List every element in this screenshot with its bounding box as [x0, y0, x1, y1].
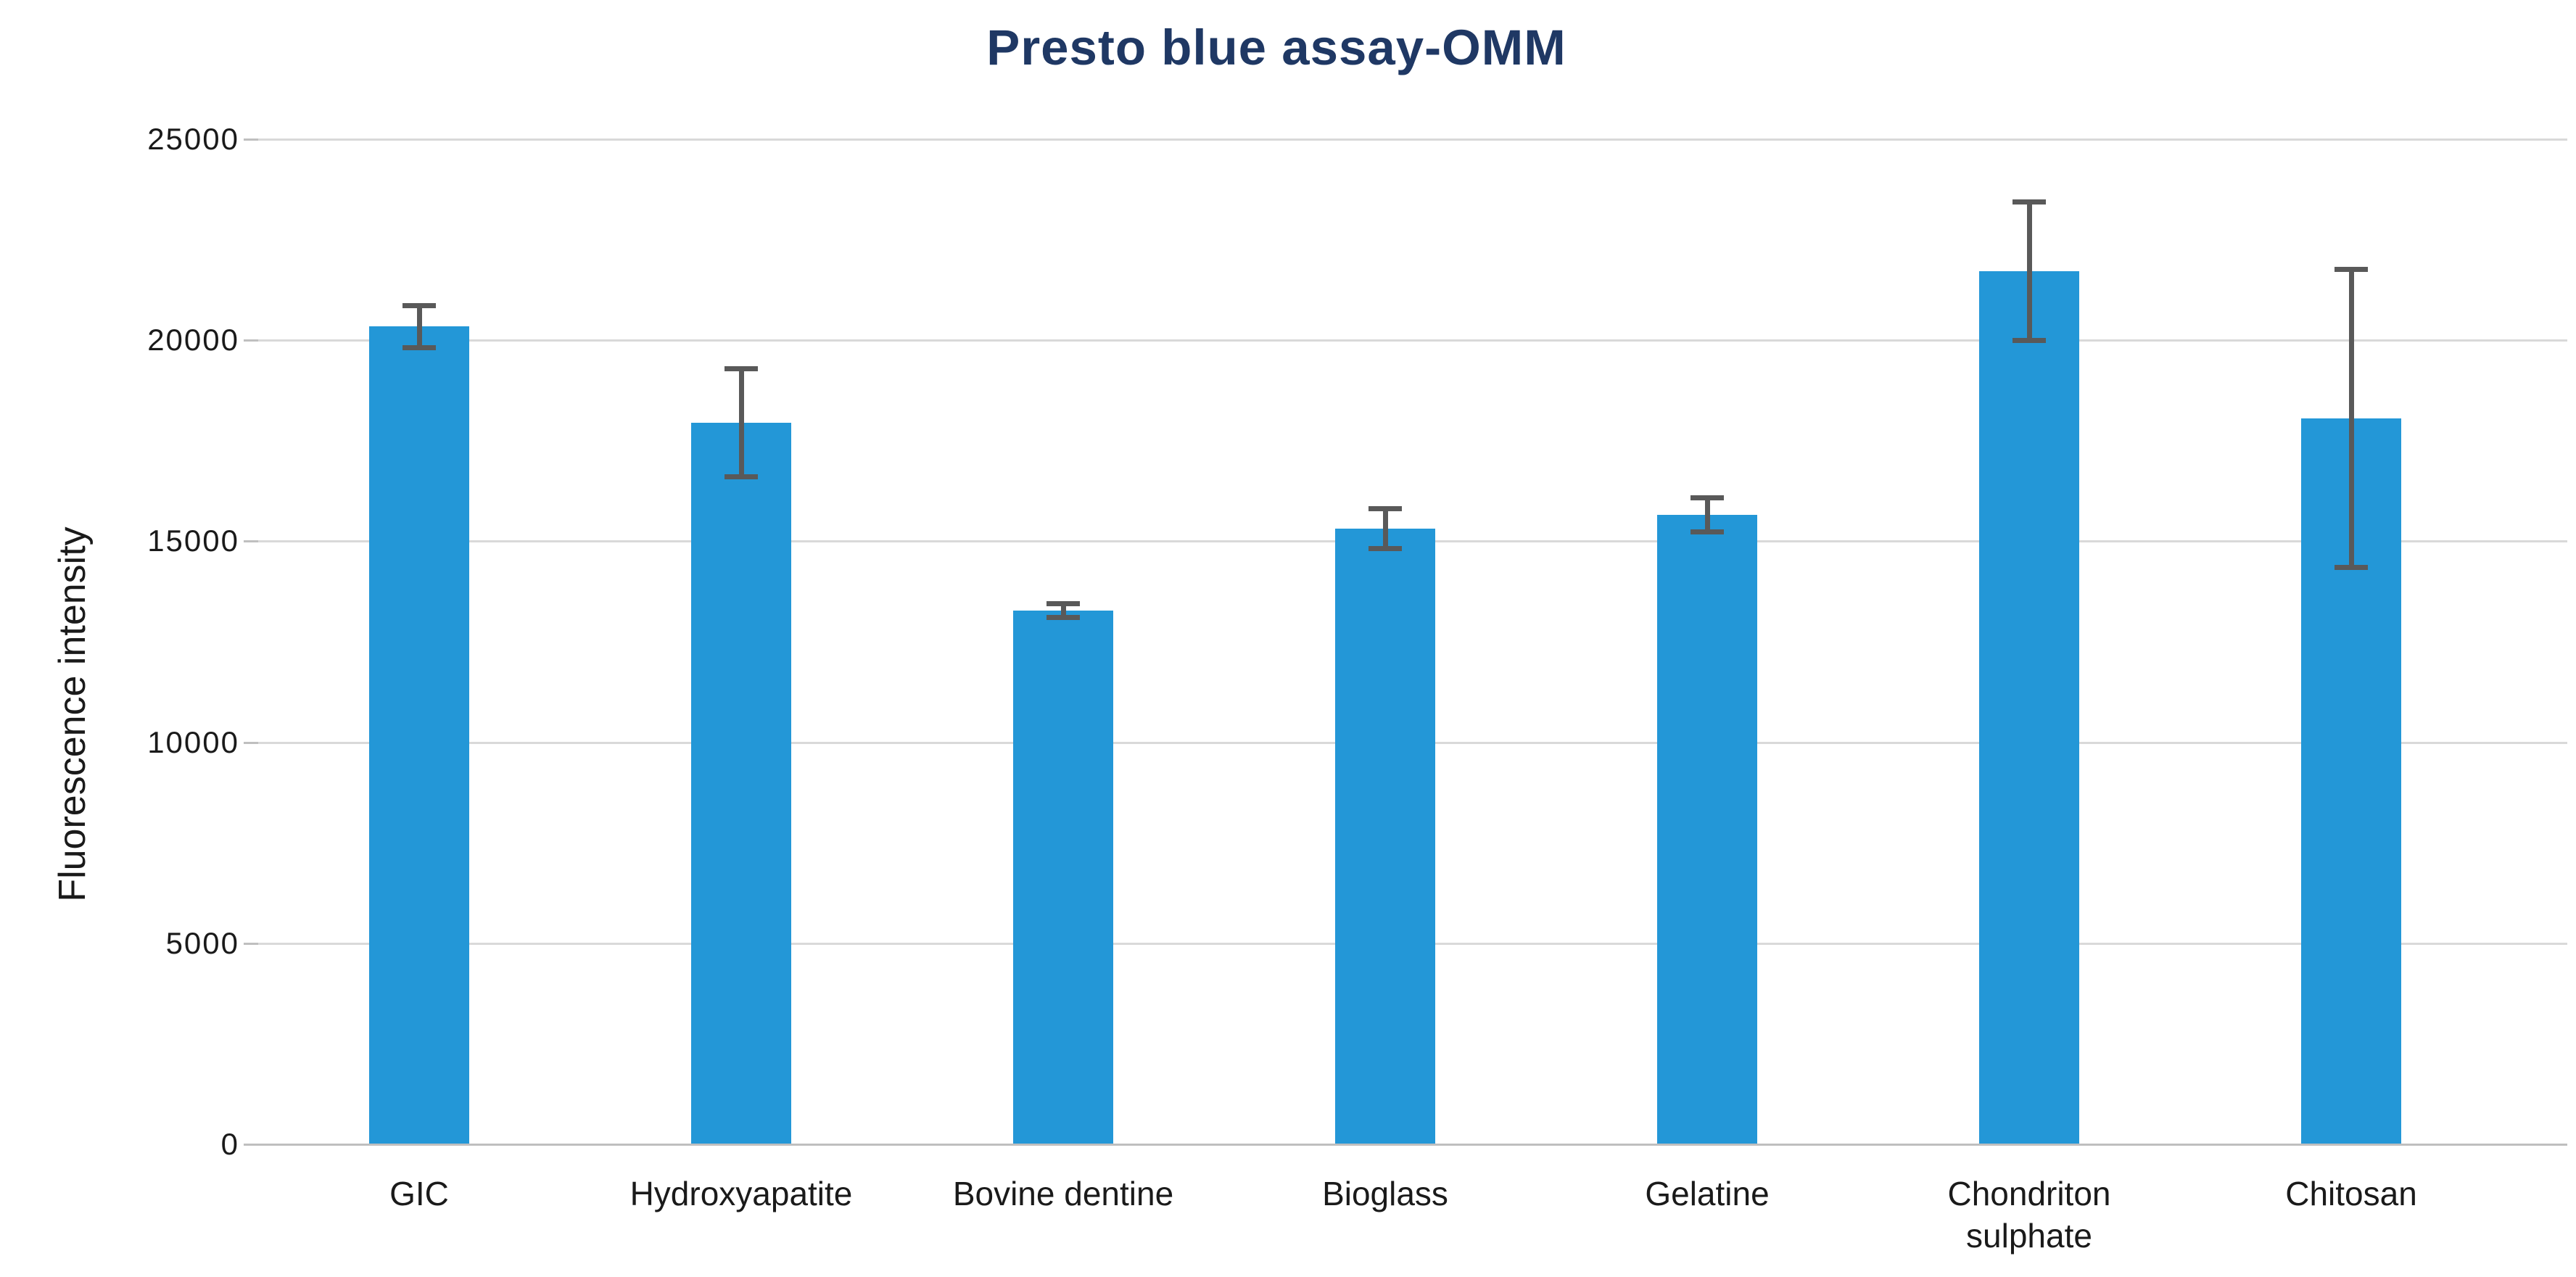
- y-tick-label: 0: [220, 1127, 239, 1161]
- y-tick-label: 20000: [147, 323, 239, 357]
- x-axis-label: Chitosan: [2285, 1175, 2417, 1212]
- error-bar-top-cap: [402, 303, 436, 309]
- y-axis-tick: [244, 742, 258, 744]
- x-axis-label: Bovine dentine: [952, 1175, 1174, 1212]
- error-bar-top-cap: [724, 366, 758, 372]
- error-bar-top-cap: [2012, 199, 2046, 205]
- y-axis-title: Fluorescence intensity: [51, 526, 94, 902]
- error-bar-top-cap: [1368, 505, 1402, 511]
- y-axis-tick: [244, 139, 258, 141]
- error-bar: [738, 366, 744, 479]
- bar: [691, 422, 791, 1144]
- y-tick-label: 25000: [147, 122, 239, 156]
- error-bar-top-cap: [1046, 601, 1080, 607]
- error-bar-top-cap: [1690, 495, 1724, 501]
- y-tick-label: 5000: [165, 926, 239, 960]
- y-tick-label: 10000: [147, 725, 239, 759]
- error-bar: [1382, 505, 1388, 551]
- error-bar-bottom-cap: [2334, 565, 2368, 571]
- y-tick-label: 15000: [147, 524, 239, 558]
- error-bar-bottom-cap: [1046, 614, 1080, 620]
- y-axis-tick: [244, 1144, 258, 1146]
- error-bar-bottom-cap: [1690, 529, 1724, 534]
- x-axis-label: GIC: [389, 1175, 449, 1212]
- x-axis-label: Gelatine: [1645, 1175, 1770, 1212]
- y-axis-tick: [244, 943, 258, 945]
- chart-title: Presto blue assay-OMM: [986, 20, 1566, 75]
- x-axis-line: [258, 1144, 2567, 1146]
- error-bar-bottom-cap: [724, 474, 758, 479]
- error-bar-bottom-cap: [1368, 545, 1402, 551]
- bar: [1657, 514, 1757, 1144]
- bar: [1335, 528, 1435, 1144]
- x-axis-label: Bioglass: [1322, 1175, 1448, 1212]
- error-bar: [416, 303, 422, 350]
- y-axis-tick: [244, 540, 258, 542]
- bar: [1979, 270, 2079, 1144]
- error-bar: [2026, 199, 2032, 343]
- error-bar-bottom-cap: [2012, 337, 2046, 343]
- error-bar: [1060, 601, 1066, 620]
- error-bar: [1704, 495, 1710, 534]
- x-axis-label: Hydroxyapatite: [629, 1175, 853, 1212]
- gridline: [258, 339, 2567, 342]
- error-bar-top-cap: [2334, 267, 2368, 273]
- error-bar-bottom-cap: [402, 344, 436, 350]
- gridline: [258, 139, 2567, 141]
- x-axis-label: Chondriton sulphate: [1947, 1175, 2111, 1255]
- bar: [369, 326, 469, 1144]
- y-axis-tick: [244, 339, 258, 342]
- bar: [1013, 610, 1113, 1144]
- error-bar: [2348, 267, 2354, 571]
